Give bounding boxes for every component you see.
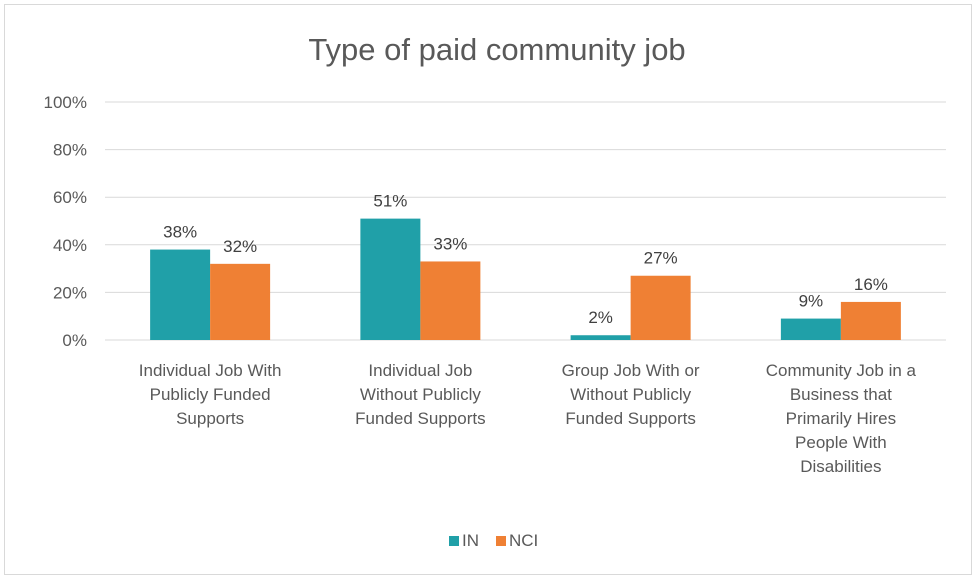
bar-in [570, 335, 631, 340]
legend-swatch-nci [496, 536, 506, 546]
y-axis: 0% 20% 40% 60% 80% 100% [44, 93, 87, 350]
y-tick-label: 0% [62, 331, 87, 350]
category-label: Publicly Funded [150, 385, 271, 404]
data-label: 9% [799, 292, 824, 311]
data-label: 51% [373, 192, 407, 211]
category-label: Community Job in a [766, 361, 917, 380]
data-label: 16% [854, 275, 888, 294]
legend-swatch-in [449, 536, 459, 546]
bar-in [150, 249, 211, 340]
legend-label-nci: NCI [509, 531, 538, 550]
bars [150, 218, 901, 340]
legend-label-in: IN [462, 531, 479, 550]
legend: IN NCI [449, 531, 538, 550]
bar-nci [840, 301, 901, 340]
data-label: 2% [588, 308, 613, 327]
category-label: Funded Supports [355, 409, 485, 428]
category-label: Without Publicly [570, 385, 691, 404]
bar-in [780, 318, 841, 340]
category-label: Funded Supports [565, 409, 695, 428]
data-label: 38% [163, 223, 197, 242]
data-labels: 38% 32% 51% 33% 2% 27% 9% 16% [163, 192, 888, 328]
bar-in [360, 218, 421, 340]
data-label: 27% [644, 249, 678, 268]
category-label: Group Job With or [562, 361, 700, 380]
data-label: 33% [433, 234, 467, 253]
category-label: People With [795, 433, 887, 452]
bar-nci [210, 263, 271, 340]
category-label: Supports [176, 409, 244, 428]
y-tick-label: 80% [53, 141, 87, 160]
category-label: Without Publicly [360, 385, 481, 404]
category-label: Individual Job With [139, 361, 282, 380]
category-label: Individual Job [368, 361, 472, 380]
y-tick-label: 100% [44, 93, 87, 112]
y-tick-label: 60% [53, 188, 87, 207]
data-label: 32% [223, 237, 257, 256]
bar-nci [420, 261, 481, 340]
category-label: Business that [790, 385, 892, 404]
category-label: Primarily Hires [786, 409, 897, 428]
y-tick-label: 20% [53, 283, 87, 302]
y-tick-label: 40% [53, 236, 87, 255]
category-label: Disabilities [800, 457, 881, 476]
x-axis: Individual Job With Publicly Funded Suppor… [139, 361, 917, 476]
chart-title: Type of paid community job [308, 32, 685, 67]
bar-nci [630, 275, 691, 340]
